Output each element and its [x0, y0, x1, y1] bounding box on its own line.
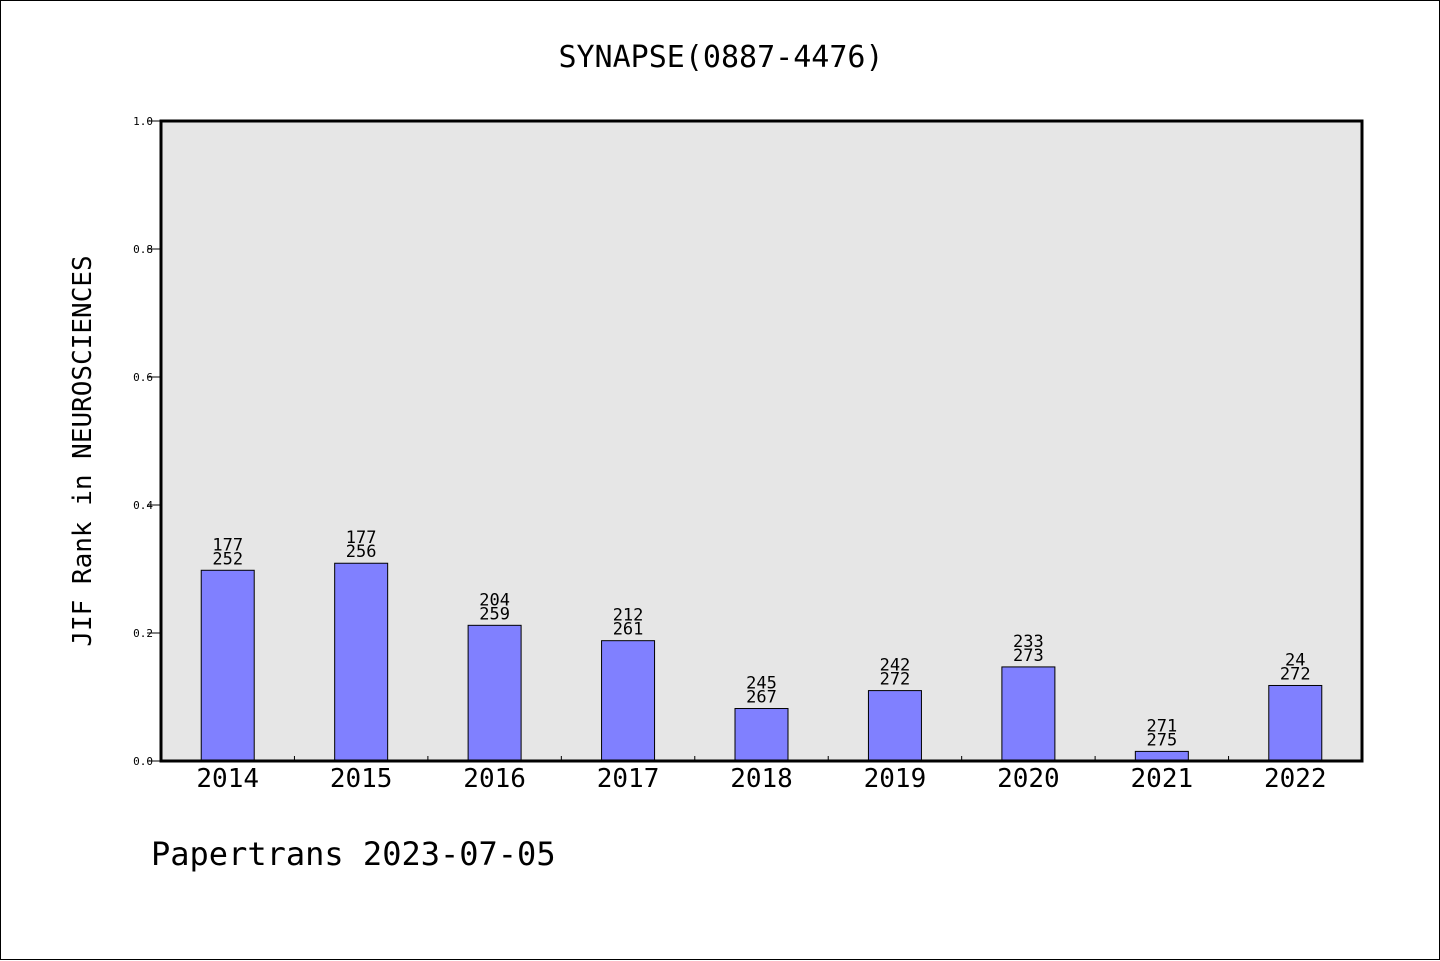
bar-total-label: 256	[346, 542, 377, 562]
bar-rank-label: 204	[479, 590, 510, 610]
bar-2017	[601, 640, 656, 762]
bar-rank-label: 245	[746, 674, 777, 694]
bar-rank-label: 177	[212, 535, 243, 555]
bar-total-label: 259	[479, 604, 510, 624]
chart-title: SYNAPSE(0887-4476)	[558, 40, 883, 75]
bar-total-label: 272	[1280, 664, 1311, 684]
bar-2016	[467, 624, 522, 762]
y-tick-label: 1.0	[133, 115, 153, 128]
bar-2022	[1268, 684, 1323, 762]
bar-total-label: 267	[746, 688, 777, 708]
x-tick-label: 2019	[864, 764, 927, 794]
bar-rank-label: 177	[346, 528, 377, 548]
y-tick-label: 0.4	[133, 499, 153, 512]
x-tick-label: 2017	[597, 764, 660, 794]
bar-rank-label: 212	[613, 606, 644, 626]
bar-2015	[334, 562, 389, 762]
y-tick-label: 0.6	[133, 371, 153, 384]
y-axis-label: JIF Rank in NEUROSCIENCES	[68, 255, 98, 646]
x-tick-label: 2014	[196, 764, 259, 794]
x-tick-label: 2020	[997, 764, 1060, 794]
bar-total-label: 273	[1013, 646, 1044, 666]
bar-2019	[867, 690, 922, 762]
bar-2014	[200, 569, 255, 762]
bar-total-label: 261	[613, 620, 644, 640]
y-tick-label: 0.2	[133, 627, 153, 640]
x-tick-label: 2022	[1264, 764, 1327, 794]
y-tick-label: 0.8	[133, 243, 153, 256]
x-tick-label: 2021	[1131, 764, 1194, 794]
x-tick-label: 2018	[730, 764, 793, 794]
x-tick-label: 2016	[463, 764, 526, 794]
y-tick-label: 0.0	[133, 755, 153, 768]
footer-text: Papertrans 2023-07-05	[151, 835, 556, 873]
bar-total-label: 252	[212, 549, 243, 569]
bar-2020	[1001, 666, 1056, 762]
bar-rank-label: 271	[1146, 716, 1177, 736]
x-axis: 2014 2015 2016 2017 2018 2019 2020 2021 2022	[196, 756, 1327, 794]
bar-rank-label: 24	[1285, 650, 1305, 670]
bar-total-label: 275	[1146, 730, 1177, 750]
bar-total-label: 272	[880, 670, 911, 690]
y-axis: 0.0 0.2 0.4 0.6 0.8 1.0	[133, 115, 160, 768]
plot-border	[159, 119, 1364, 763]
bar-rank-label: 242	[880, 656, 911, 676]
x-tick-label: 2015	[330, 764, 393, 794]
bar-rank-label: 233	[1013, 632, 1044, 652]
bar-2018	[734, 708, 789, 762]
